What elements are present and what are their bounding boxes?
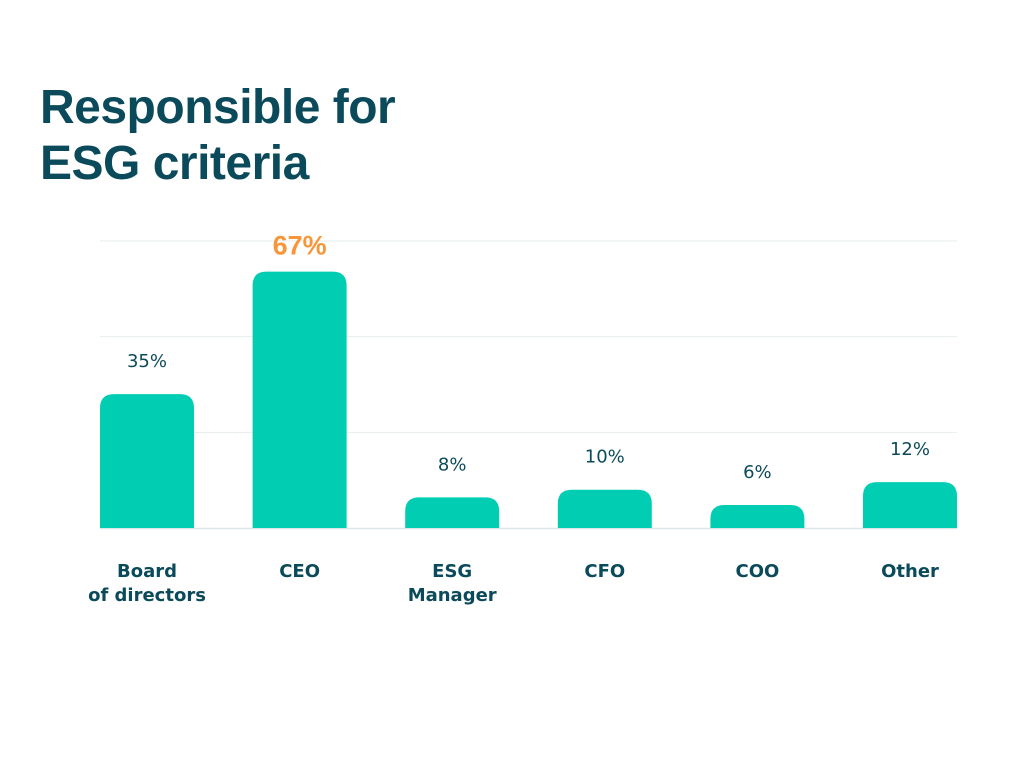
- category-tick-label: COO: [735, 561, 779, 582]
- data-label: 8%: [438, 454, 467, 475]
- data-label: 67%: [273, 231, 327, 261]
- category-tick-label-line: of directors: [88, 585, 206, 606]
- category-tick-label-line: Other: [881, 561, 939, 582]
- category-tick-label: Other: [881, 561, 939, 582]
- category-tick-label-line: COO: [735, 561, 779, 582]
- bar: [405, 497, 500, 528]
- data-label: 35%: [127, 351, 167, 372]
- gridlines: [100, 240, 957, 530]
- category-tick-label: ESG Manager: [408, 561, 497, 606]
- category-tick-label: CFO: [584, 561, 625, 582]
- category-tick-label-line: Manager: [408, 585, 497, 606]
- chart-title-line-1: Responsible for: [40, 81, 396, 134]
- data-label: 10%: [585, 447, 625, 468]
- bar: [557, 489, 652, 528]
- bars: [100, 271, 957, 528]
- chart-title: Responsible for ESG criteria: [40, 80, 396, 192]
- category-tick-label: Board of directors: [88, 561, 206, 606]
- bar: [252, 271, 347, 528]
- chart-title-line-2: ESG criteria: [40, 137, 309, 190]
- category-tick-label-line: CEO: [279, 561, 320, 582]
- data-label: 12%: [890, 439, 930, 460]
- category-labels: Board of directors CEO ESG Manager CFO COO Othe…: [88, 561, 939, 606]
- category-tick-label-line: Board: [117, 561, 177, 582]
- category-tick-label-line: CFO: [584, 561, 625, 582]
- bar: [100, 394, 194, 528]
- value-labels: 35% 67% 8% 10% 6% 12%: [127, 231, 930, 483]
- data-label: 6%: [743, 462, 772, 483]
- category-tick-label-line: ESG: [432, 561, 472, 582]
- bar: [710, 505, 805, 528]
- category-tick-label: CEO: [279, 561, 320, 582]
- bar: [863, 482, 957, 528]
